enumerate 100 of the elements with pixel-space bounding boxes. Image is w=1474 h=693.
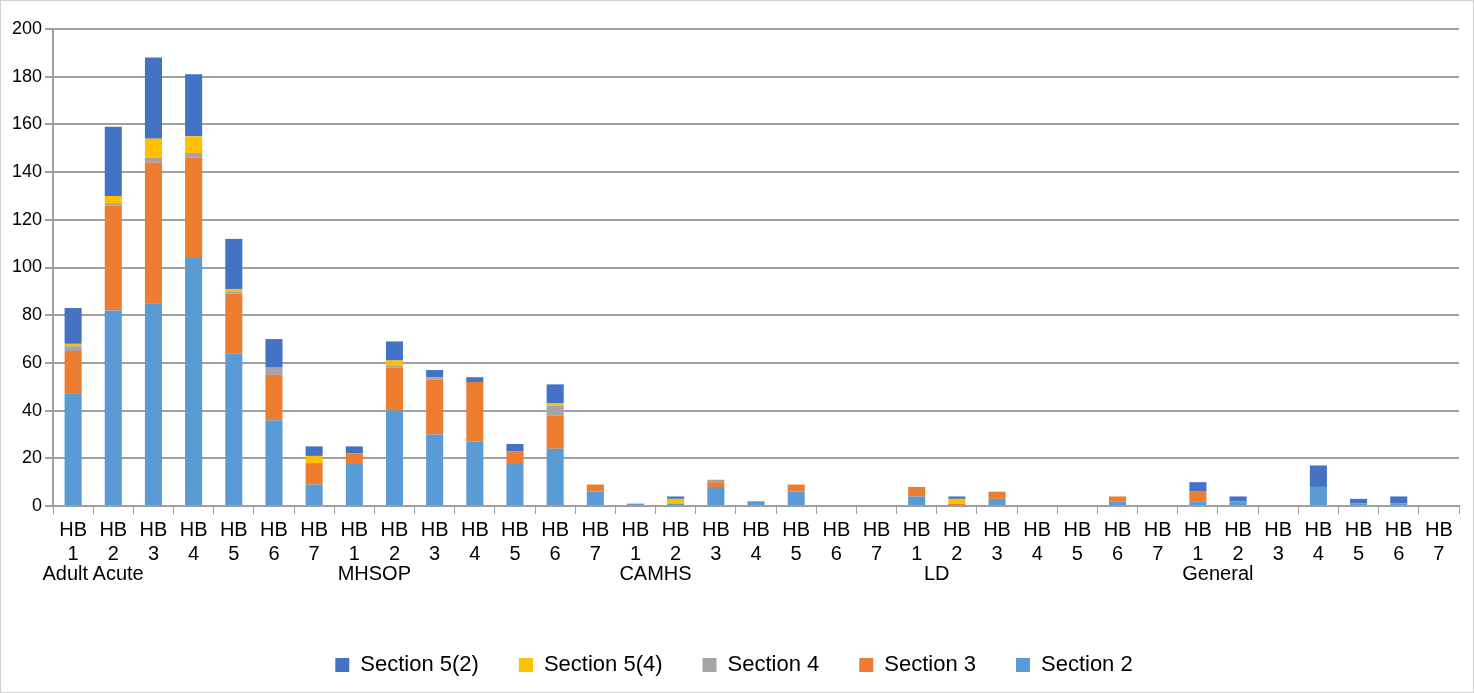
x-tick-label: HB 2 <box>942 517 971 564</box>
bar <box>466 381 484 442</box>
bar <box>144 138 162 158</box>
bar <box>144 162 162 304</box>
x-tick-label: HB 5 <box>1344 517 1373 564</box>
bar <box>1109 501 1127 505</box>
bar <box>787 491 805 505</box>
bar <box>546 384 564 404</box>
bar <box>345 463 363 505</box>
y-tick-label: 0 <box>32 494 43 515</box>
bar <box>385 341 404 361</box>
bar <box>1109 496 1127 502</box>
bar <box>586 491 604 505</box>
y-tick-label: 160 <box>11 113 43 134</box>
bar <box>1350 498 1368 504</box>
bar <box>64 308 82 344</box>
text: MHSOP <box>337 561 411 584</box>
x-tick-label: HB 5 <box>1063 517 1092 564</box>
bar <box>385 367 404 411</box>
x-tick-label: HB 7 <box>862 517 891 564</box>
x-tick-label: HB 3 <box>139 517 168 564</box>
legend-label: Section 2 <box>1040 651 1133 677</box>
y-tick-label: 200 <box>11 17 43 38</box>
x-tick-label: HB 6 <box>541 517 570 564</box>
bar <box>1229 496 1247 502</box>
bar <box>466 377 484 382</box>
bar <box>144 157 162 163</box>
bar <box>305 484 323 505</box>
bar <box>185 153 203 158</box>
bar <box>506 443 524 452</box>
x-tick-label: HB 6 <box>260 517 288 564</box>
bar <box>426 377 444 380</box>
bar <box>305 455 323 464</box>
bar <box>104 126 122 196</box>
x-tick-label: HB 4 <box>460 517 489 564</box>
x-tick-label: HB 5 <box>219 517 248 564</box>
bar <box>1309 486 1327 505</box>
x-tick-label: HB 7 <box>1143 517 1172 564</box>
bar <box>988 498 1006 505</box>
bar <box>707 486 725 505</box>
bar <box>265 339 283 368</box>
bar <box>667 498 685 504</box>
bar <box>64 346 82 351</box>
x-tick-label: HB 5 <box>501 517 529 564</box>
y-tick-label: 100 <box>11 256 43 277</box>
bar <box>104 310 122 505</box>
x-tick-label: HB 3 <box>1264 517 1293 564</box>
text: CAMHS <box>619 561 692 584</box>
x-tick-label: HB 4 <box>742 517 770 564</box>
legend-label: Section 5(2) <box>360 651 479 677</box>
x-tick-label: HB 6 <box>1103 517 1132 564</box>
x-tick-label: HB 3 <box>983 517 1011 564</box>
bar <box>225 238 243 289</box>
bar <box>586 484 604 492</box>
x-tick-label: HB 1 <box>902 517 931 564</box>
bar <box>1309 465 1327 487</box>
text: LD <box>923 561 950 584</box>
bar <box>104 205 122 311</box>
bar <box>1189 482 1207 492</box>
bar <box>787 484 805 492</box>
bar <box>385 365 404 368</box>
x-tick-label: HB 4 <box>1304 517 1333 564</box>
bar <box>144 57 162 139</box>
bar <box>1229 501 1247 505</box>
bar <box>345 446 363 454</box>
bar <box>185 157 203 258</box>
bar <box>265 420 283 505</box>
bar <box>1189 501 1207 505</box>
bar <box>667 496 685 499</box>
legend-label: Section 3 <box>884 651 976 677</box>
x-tick-label: HB 1 <box>621 517 650 564</box>
y-tick-label: 120 <box>11 208 43 229</box>
bar <box>225 293 243 354</box>
bar <box>948 496 966 499</box>
bar <box>506 451 524 464</box>
bar <box>265 367 283 375</box>
x-tick-label: HB 6 <box>822 517 851 564</box>
x-tick-label: HB 7 <box>581 517 610 564</box>
bar <box>265 374 283 421</box>
bar <box>546 403 564 406</box>
y-tick-label: 180 <box>11 65 43 86</box>
bar <box>144 303 162 505</box>
x-tick-label: HB 1 <box>1183 517 1212 564</box>
y-tick-label: 40 <box>22 399 43 420</box>
x-tick-label: HB 2 <box>661 517 690 564</box>
x-tick-label: HB 3 <box>420 517 449 564</box>
bar <box>225 353 243 505</box>
y-tick-label: 80 <box>22 304 43 325</box>
bar <box>305 463 323 485</box>
bar <box>426 370 444 378</box>
bar <box>385 410 404 505</box>
bar <box>426 379 444 435</box>
bar <box>1390 496 1408 504</box>
bar <box>64 393 82 505</box>
x-tick-label: HB 4 <box>179 517 208 564</box>
x-tick-label: HB 7 <box>1425 517 1453 564</box>
y-tick-label: 60 <box>22 351 43 372</box>
x-tick-label: HB 1 <box>340 517 369 564</box>
bar <box>908 486 926 497</box>
text: Adult Acute <box>42 561 144 584</box>
